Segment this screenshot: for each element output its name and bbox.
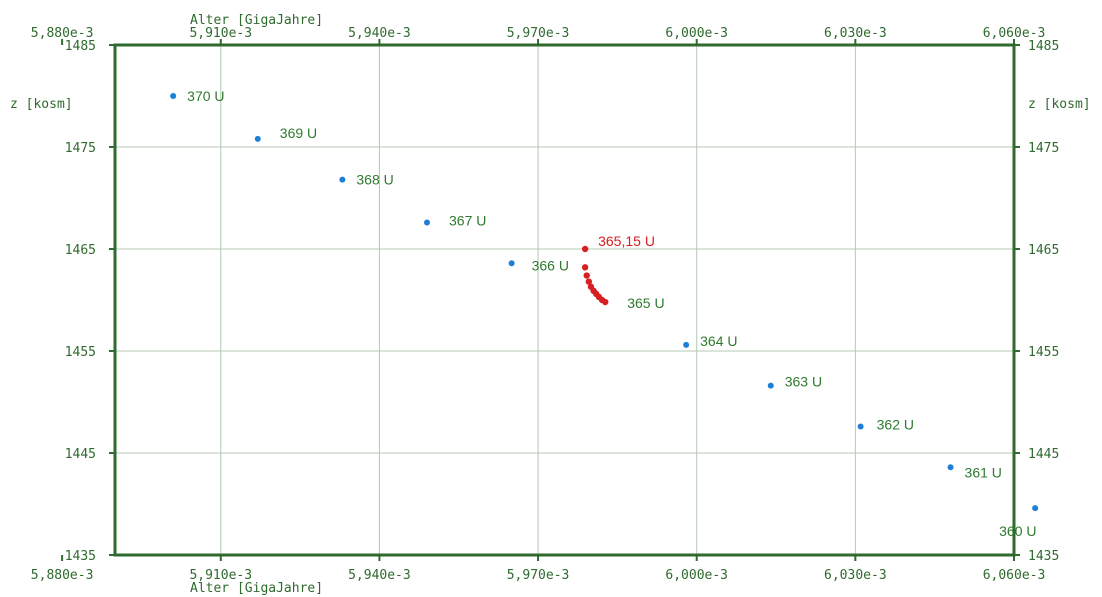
point-label-blue-6: 363 U — [785, 374, 822, 390]
point-red-0 — [581, 245, 589, 253]
data-points — [170, 93, 1039, 512]
x-tick-label-bottom-2: 5,940e-3 — [348, 568, 411, 583]
x-axis-title-bottom: Alter [GigaJahre] — [190, 581, 323, 596]
point-blue-9 — [1032, 505, 1039, 512]
point-blue-0 — [170, 93, 177, 99]
y-tick-label-right-3: 1465 — [1028, 243, 1059, 258]
point-red-3 — [585, 278, 593, 285]
point-blue-5 — [683, 341, 690, 348]
axis-ticks — [61, 39, 1020, 561]
point-label-red-0: 365,15 U — [598, 233, 655, 249]
x-tick-label-bottom-1: 5,910e-3 — [189, 568, 252, 583]
y-tick-label-left-3: 1465 — [65, 243, 96, 258]
x-tick-label-bottom-3: 5,970e-3 — [507, 568, 570, 583]
x-tick-label-top-2: 5,940e-3 — [348, 26, 411, 41]
point-red-9 — [602, 298, 609, 306]
point-label-blue-0: 370 U — [187, 88, 224, 104]
point-blue-4 — [508, 260, 515, 267]
point-blue-6 — [767, 382, 774, 389]
y-tick-label-left-1: 1445 — [65, 447, 96, 462]
plot-frame — [113, 43, 1016, 557]
tick-labels: 5,880e-3 5,880e-3 5,910e-3 5,910e-3 5,940e-3… — [31, 26, 1060, 583]
point-label-blue-7: 362 U — [877, 416, 914, 432]
x-axis-title-top: Alter [GigaJahre] — [190, 13, 323, 28]
y-axis-title-left: z [kosm] — [10, 97, 73, 112]
x-tick-label-top-6: 6,060e-3 — [983, 26, 1046, 41]
y-tick-label-right-2: 1455 — [1028, 345, 1059, 360]
x-tick-label-top-1: 5,910e-3 — [189, 26, 252, 41]
point-label-blue-8: 361 U — [965, 464, 1002, 480]
data-point-labels: 370 U 369 U 368 U 367 U 366 U 364 U 363 U 362 U… — [187, 88, 1036, 539]
point-blue-8 — [947, 464, 954, 471]
annotation-0: 365 U — [627, 295, 664, 311]
point-red-1 — [581, 264, 589, 271]
point-blue-7 — [857, 423, 864, 430]
x-tick-label-bottom-4: 6,000e-3 — [665, 568, 728, 583]
x-tick-label-top-0: 5,880e-3 — [31, 26, 94, 41]
point-blue-3 — [424, 219, 431, 226]
x-tick-label-top-4: 6,000e-3 — [665, 26, 728, 41]
y-tick-label-left-2: 1455 — [65, 345, 96, 360]
y-tick-label-left-4: 1475 — [65, 141, 96, 156]
point-label-blue-9: 360 U — [999, 523, 1036, 539]
y-tick-label-left-0: 1435 — [65, 549, 96, 564]
point-blue-2 — [339, 176, 346, 183]
y-tick-label-right-4: 1475 — [1028, 141, 1059, 156]
x-tick-label-top-3: 5,970e-3 — [507, 26, 570, 41]
y-tick-label-right-1: 1445 — [1028, 447, 1059, 462]
point-label-blue-1: 369 U — [280, 125, 317, 141]
y-tick-label-right-0: 1435 — [1028, 549, 1059, 564]
point-label-blue-4: 366 U — [532, 257, 569, 273]
y-tick-label-left-5: 1485 — [65, 39, 96, 54]
x-tick-label-bottom-6: 6,060e-3 — [983, 568, 1046, 583]
x-tick-label-top-5: 6,030e-3 — [824, 26, 887, 41]
grid — [115, 45, 1014, 555]
point-label-blue-5: 364 U — [700, 333, 737, 349]
x-tick-label-bottom-0: 5,880e-3 — [31, 568, 94, 583]
x-tick-label-bottom-5: 6,030e-3 — [824, 568, 887, 583]
point-label-blue-2: 368 U — [356, 172, 393, 188]
point-blue-1 — [254, 135, 261, 142]
y-tick-label-right-5: 1485 — [1028, 39, 1059, 54]
point-red-2 — [583, 272, 590, 279]
y-axis-title-right: z [kosm] — [1028, 97, 1091, 112]
point-label-blue-3: 367 U — [449, 212, 486, 228]
